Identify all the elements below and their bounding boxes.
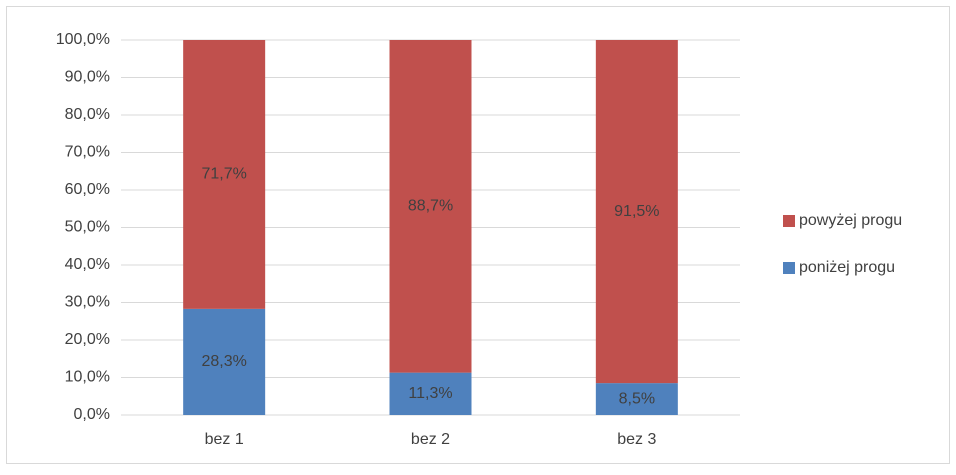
x-tick-label: bez 2 [411, 431, 450, 448]
data-label: 8,5% [619, 390, 655, 407]
bar-segment [595, 40, 678, 384]
data-label: 11,3% [408, 385, 452, 402]
y-tick-label: 40,0% [65, 256, 110, 273]
y-tick-label: 50,0% [65, 219, 110, 236]
bar-segment [389, 40, 472, 373]
x-tick-label: bez 1 [205, 431, 244, 448]
legend-label: poniżej progu [799, 259, 895, 276]
x-tick-label: bez 3 [617, 431, 656, 448]
y-tick-label: 30,0% [65, 294, 110, 311]
bar-segment [183, 40, 266, 309]
legend-swatch [783, 262, 795, 274]
bar-segment [595, 383, 678, 415]
y-tick-label: 20,0% [65, 331, 110, 348]
legend-swatch [783, 215, 795, 227]
y-tick-label: 100,0% [56, 31, 110, 48]
y-tick-label: 80,0% [65, 106, 110, 123]
chart-border [6, 6, 950, 464]
bar-segment [183, 308, 266, 415]
legend-label: powyżej progu [799, 212, 902, 229]
y-tick-label: 70,0% [65, 144, 110, 161]
y-tick-label: 10,0% [65, 369, 110, 386]
data-label: 28,3% [201, 353, 246, 370]
data-label: 71,7% [201, 166, 246, 183]
y-tick-label: 0,0% [74, 406, 110, 423]
y-tick-label: 60,0% [65, 181, 110, 198]
y-tick-label: 90,0% [65, 69, 110, 86]
bar-segment [389, 372, 472, 415]
data-label: 88,7% [408, 198, 453, 215]
data-label: 91,5% [614, 203, 659, 220]
